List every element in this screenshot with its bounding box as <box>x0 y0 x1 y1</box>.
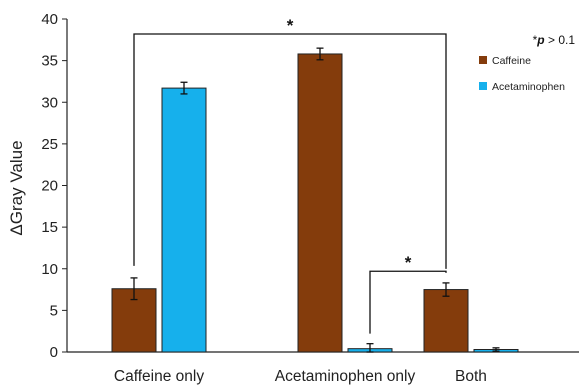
significance-note: *p > 0.1 <box>533 33 576 47</box>
legend-entry-acetaminophen: Acetaminophen <box>492 81 565 93</box>
x-category-label: Caffeine only <box>114 368 204 385</box>
y-tick-label: 40 <box>41 11 58 28</box>
legend-swatch-caffeine <box>479 56 487 64</box>
significance-star: * <box>405 253 412 272</box>
y-tick-label: 30 <box>41 94 58 111</box>
y-tick-label: 5 <box>50 302 58 319</box>
y-tick-label: 35 <box>41 53 58 70</box>
legend: *p > 0.1 Caffeine Acetaminophen <box>479 33 575 93</box>
significance-star: * <box>287 16 294 35</box>
significance-p-symbol: p <box>536 33 544 47</box>
annotation-layer: ** <box>133 16 447 334</box>
bar-layer <box>111 47 519 353</box>
bar-caffeine <box>297 53 343 353</box>
y-axis-title: ΔGray Value <box>7 140 26 235</box>
bar-acetaminophen <box>161 87 207 353</box>
significance-star: * <box>533 33 538 47</box>
legend-swatch-acetaminophen <box>479 82 487 90</box>
significance-threshold: > 0.1 <box>545 33 576 47</box>
x-category-label: Acetaminophen only <box>275 368 416 385</box>
legend-entry-caffeine: Caffeine <box>492 55 531 67</box>
axis-layer: 0 5 10 15 20 25 30 35 40 Caffeine only Acetaminoph… <box>41 11 579 385</box>
y-tick-label: 0 <box>50 344 58 361</box>
x-category-label: Both <box>455 368 487 385</box>
significance-bracket <box>369 270 447 334</box>
y-tick-label: 10 <box>41 261 58 278</box>
y-tick-label: 25 <box>41 136 58 153</box>
significance-bracket <box>133 33 447 269</box>
y-tick-label: 15 <box>41 219 58 236</box>
bar-caffeine <box>423 289 469 353</box>
y-tick-label: 20 <box>41 178 58 195</box>
